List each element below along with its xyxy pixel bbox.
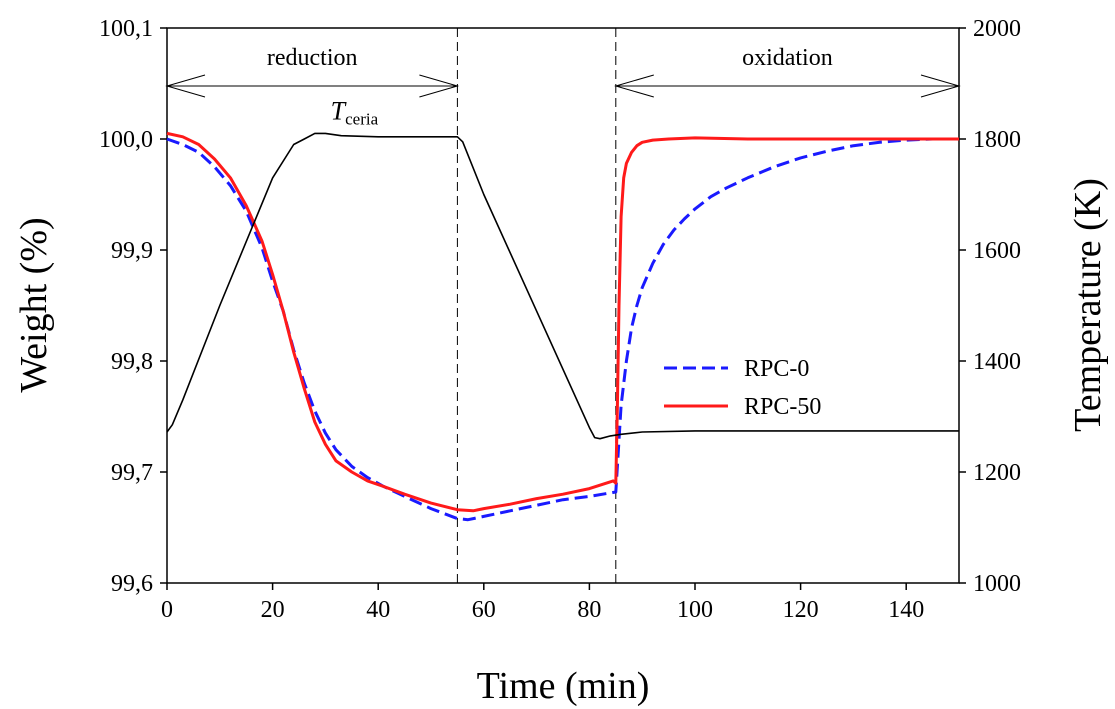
temperature-label-main: T xyxy=(331,97,347,126)
y2-tick-label: 1200 xyxy=(973,460,1021,486)
x-tick-label: 140 xyxy=(888,597,924,623)
y2-tick-label: 1400 xyxy=(973,349,1021,375)
plot-frame xyxy=(166,27,960,584)
legend-label-rpc-0: RPC-0 xyxy=(744,356,809,382)
x-axis-title: Time (min) xyxy=(477,665,650,707)
reduction-arrow xyxy=(165,74,460,98)
x-tick-label: 120 xyxy=(783,597,819,623)
y-tick-label: 100,0 xyxy=(99,127,153,153)
annotations: reduction oxidation Tceria xyxy=(267,45,833,129)
legend-label-rpc-50: RPC-50 xyxy=(744,394,821,420)
y-axis-title-right: Temperature (K) xyxy=(1067,178,1109,432)
x-tick-label: 80 xyxy=(577,597,601,623)
reduction-label: reduction xyxy=(267,45,358,71)
x-tick-label: 100 xyxy=(677,597,713,623)
series-line-t-ceria xyxy=(166,132,959,440)
y-tick-label: 99,9 xyxy=(111,238,153,264)
x-tick-label: 0 xyxy=(161,597,173,623)
temperature-series-label: Tceria xyxy=(331,97,379,129)
y2-tick-label: 1600 xyxy=(973,238,1021,264)
y2-tick-label: 1800 xyxy=(973,127,1021,153)
legend: RPC-0 RPC-50 xyxy=(664,356,821,420)
y2-tick-label: 2000 xyxy=(973,16,1021,42)
y2-tick-label: 1000 xyxy=(973,571,1021,597)
x-tick-label: 40 xyxy=(366,597,390,623)
y-tick-label: 100,1 xyxy=(99,16,153,42)
series-line-rpc-0 xyxy=(166,137,933,522)
series-line-rpc-50 xyxy=(166,131,959,513)
oxidation-label: oxidation xyxy=(742,45,833,71)
y-tick-label: 99,7 xyxy=(111,460,153,486)
x-tick-label: 20 xyxy=(261,597,285,623)
plot-area: 0 20 40 60 80 100 120 140 99,6 99,7 99,8 99,9 100,0 1… xyxy=(99,16,1021,623)
y-tick-label: 99,6 xyxy=(111,571,153,597)
y-axis-title-left: Weight (%) xyxy=(13,217,55,392)
oxidation-arrow xyxy=(614,74,961,98)
x-tick-label: 60 xyxy=(472,597,496,623)
temperature-label-subscript: ceria xyxy=(345,110,378,129)
y-tick-label: 99,8 xyxy=(111,349,153,375)
